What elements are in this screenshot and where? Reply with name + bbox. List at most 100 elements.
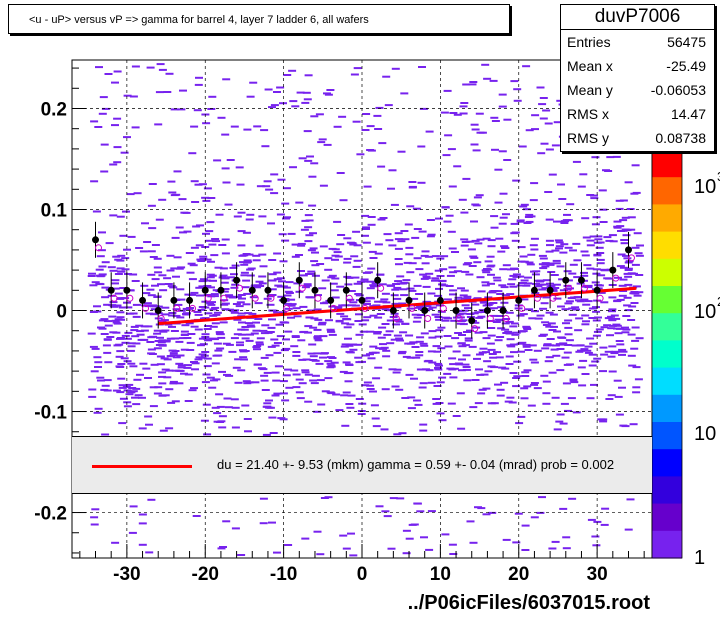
scatter-cell bbox=[613, 300, 622, 303]
scatter-cell bbox=[268, 106, 276, 109]
profile-point bbox=[624, 246, 632, 254]
scatter-cell bbox=[549, 313, 558, 316]
scatter-cell bbox=[366, 388, 375, 390]
scatter-cell bbox=[631, 326, 640, 329]
scatter-cell bbox=[199, 255, 208, 258]
scatter-cell bbox=[194, 358, 203, 361]
scatter-cell bbox=[344, 283, 353, 286]
scatter-cell bbox=[203, 365, 212, 368]
scatter-cell bbox=[117, 270, 126, 273]
scatter-cell bbox=[309, 326, 318, 329]
scatter-cell bbox=[190, 246, 199, 249]
scatter-cell bbox=[129, 365, 138, 368]
scatter-cell bbox=[258, 215, 267, 218]
scatter-cell bbox=[471, 203, 480, 206]
scatter-cell bbox=[564, 333, 573, 336]
scatter-cell bbox=[164, 323, 173, 326]
scatter-cell bbox=[455, 313, 464, 316]
scatter-cell bbox=[358, 323, 367, 326]
scatter-cell bbox=[555, 420, 564, 423]
scatter-cell bbox=[509, 325, 518, 328]
scatter-cell bbox=[635, 337, 644, 340]
scatter-cell bbox=[191, 201, 200, 203]
scatter-cell bbox=[475, 368, 483, 371]
scatter-cell bbox=[229, 266, 238, 269]
scatter-cell bbox=[502, 264, 511, 267]
scatter-cell bbox=[217, 116, 226, 119]
scatter-cell bbox=[419, 429, 428, 432]
scatter-cell bbox=[384, 104, 393, 107]
scatter-cell bbox=[138, 396, 146, 399]
scatter-cell bbox=[210, 293, 219, 296]
scatter-cell bbox=[176, 354, 185, 357]
scatter-cell bbox=[369, 284, 378, 287]
scatter-cell bbox=[586, 244, 595, 247]
scatter-cell bbox=[496, 388, 505, 391]
scatter-cell bbox=[579, 359, 588, 362]
scatter-cell bbox=[482, 237, 491, 240]
scatter-cell bbox=[464, 337, 473, 340]
scatter-cell bbox=[201, 351, 210, 353]
scatter-cell bbox=[416, 510, 425, 513]
scatter-cell bbox=[260, 379, 269, 382]
scatter-cell bbox=[298, 157, 307, 160]
scatter-cell bbox=[169, 382, 178, 385]
scatter-cell bbox=[392, 371, 401, 374]
scatter-cell bbox=[246, 274, 255, 277]
scatter-cell bbox=[615, 199, 624, 202]
scatter-cell bbox=[462, 368, 471, 371]
scatter-cell bbox=[311, 359, 320, 362]
scatter-cell bbox=[186, 341, 195, 344]
scatter-cell bbox=[211, 306, 220, 309]
scatter-cell bbox=[263, 180, 272, 183]
scatter-cell bbox=[487, 282, 495, 285]
scatter-cell bbox=[454, 332, 463, 334]
scatter-cell bbox=[282, 347, 291, 350]
scatter-cell bbox=[366, 287, 375, 290]
scatter-cell bbox=[540, 142, 549, 145]
scatter-cell bbox=[281, 239, 290, 242]
scatter-cell bbox=[268, 521, 276, 524]
scatter-cell bbox=[180, 372, 188, 375]
scatter-cell bbox=[328, 274, 337, 277]
scatter-cell bbox=[129, 312, 138, 315]
scatter-cell bbox=[426, 219, 435, 221]
scatter-cell bbox=[178, 198, 187, 201]
scatter-cell bbox=[393, 286, 402, 289]
scatter-cell bbox=[496, 394, 505, 397]
scatter-cell bbox=[252, 254, 261, 257]
scatter-cell bbox=[403, 261, 412, 264]
scatter-cell bbox=[427, 233, 436, 236]
scatter-cell bbox=[615, 413, 624, 416]
scatter-cell bbox=[202, 122, 211, 125]
scatter-cell bbox=[295, 391, 304, 394]
scatter-cell bbox=[541, 347, 550, 350]
scatter-cell bbox=[523, 328, 532, 330]
scatter-cell bbox=[443, 372, 452, 375]
scatter-cell bbox=[457, 342, 466, 345]
scatter-cell bbox=[618, 386, 626, 389]
scatter-cell bbox=[273, 271, 282, 274]
scatter-cell bbox=[260, 129, 269, 132]
scatter-cell bbox=[498, 150, 507, 153]
scatter-cell bbox=[517, 246, 526, 249]
scatter-cell bbox=[297, 244, 306, 247]
scatter-cell bbox=[477, 315, 486, 318]
scatter-cell bbox=[500, 301, 509, 304]
scatter-cell bbox=[524, 216, 533, 218]
open-marker bbox=[471, 325, 479, 333]
scatter-cell bbox=[221, 167, 230, 170]
scatter-cell bbox=[196, 224, 204, 227]
scatter-cell bbox=[562, 219, 571, 222]
scatter-cell bbox=[250, 332, 259, 335]
scatter-cell bbox=[486, 307, 495, 310]
scatter-cell bbox=[616, 327, 624, 330]
scatter-cell bbox=[538, 334, 547, 337]
scatter-cell bbox=[116, 267, 125, 270]
scatter-cell bbox=[116, 311, 125, 314]
scatter-cell bbox=[478, 131, 487, 134]
scatter-cell bbox=[376, 313, 385, 315]
scatter-cell bbox=[134, 394, 143, 397]
colorbar-segment bbox=[652, 367, 682, 396]
scatter-cell bbox=[508, 278, 517, 281]
